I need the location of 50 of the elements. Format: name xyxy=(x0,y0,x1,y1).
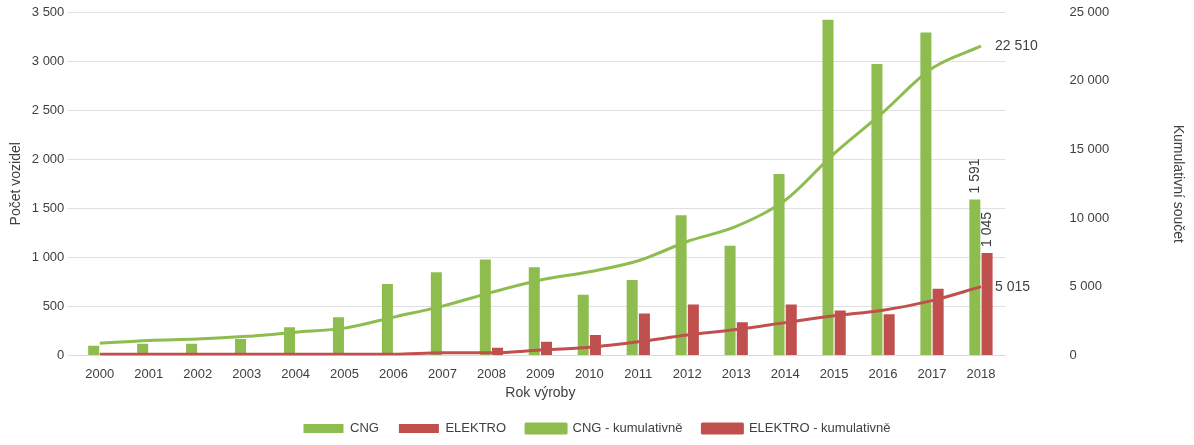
x-tick-label: 2015 xyxy=(819,365,849,381)
legend-label: ELEKTRO xyxy=(445,420,507,436)
x-tick-label: 2000 xyxy=(85,365,115,381)
y2-tick-label: 10 000 xyxy=(1069,209,1110,225)
x-tick-label: 2014 xyxy=(770,365,800,381)
x-tick-label: 2011 xyxy=(624,365,653,381)
legend-label: ELEKTRO - kumulativně xyxy=(748,420,891,436)
x-tick-label: 2017 xyxy=(917,365,947,381)
x-tick-label: 2006 xyxy=(379,365,408,381)
y-tick-label: 3 000 xyxy=(31,52,65,68)
x-tick-label: 2002 xyxy=(183,365,213,381)
legend-label: CNG - kumulativně xyxy=(572,420,683,436)
x-tick-label: 2001 xyxy=(134,365,164,381)
x-tick-label: 2016 xyxy=(868,365,898,381)
y2-tick-label: 5 000 xyxy=(1069,278,1102,294)
bar xyxy=(626,280,638,356)
y2-tick-label: 15 000 xyxy=(1069,141,1110,157)
legend-label: CNG xyxy=(350,420,379,436)
x-tick-label: 2004 xyxy=(281,365,311,381)
x-tick-label: 2009 xyxy=(525,365,555,381)
x-tick-label: 2018 xyxy=(966,365,996,381)
y-tick-label: 1 000 xyxy=(31,249,65,265)
x-axis-title: Rok výroby xyxy=(505,384,576,401)
y2-tick-label: 0 xyxy=(1069,347,1077,363)
data-label: 1 591 xyxy=(965,158,982,194)
bar xyxy=(577,294,589,356)
y2-axis-title: Kumulativní součet xyxy=(1170,124,1187,244)
y-tick-label: 500 xyxy=(42,298,65,314)
x-tick-label: 2012 xyxy=(672,365,702,381)
y-tick-label: 3 500 xyxy=(31,3,65,19)
y-tick-label: 0 xyxy=(57,347,65,363)
bar xyxy=(969,199,981,356)
y-tick-label: 1 500 xyxy=(31,199,65,215)
y-axis-title: Počet vozidel xyxy=(7,142,24,226)
x-tick-label: 2005 xyxy=(330,365,360,381)
x-tick-label: 2010 xyxy=(574,365,604,381)
bar xyxy=(88,345,100,356)
data-label: 22 510 xyxy=(994,37,1038,54)
y-tick-label: 2 500 xyxy=(31,101,65,117)
x-tick-label: 2008 xyxy=(476,365,506,381)
data-label: 5 015 xyxy=(994,277,1031,294)
y2-tick-label: 25 000 xyxy=(1069,3,1110,19)
x-tick-label: 2007 xyxy=(428,365,457,381)
y2-tick-label: 20 000 xyxy=(1069,72,1110,88)
y-tick-label: 2 000 xyxy=(31,150,65,166)
bar xyxy=(883,314,895,356)
data-label: 1 045 xyxy=(977,211,994,248)
x-tick-label: 2013 xyxy=(721,365,751,381)
bar xyxy=(724,245,736,356)
x-tick-label: 2003 xyxy=(232,365,262,381)
